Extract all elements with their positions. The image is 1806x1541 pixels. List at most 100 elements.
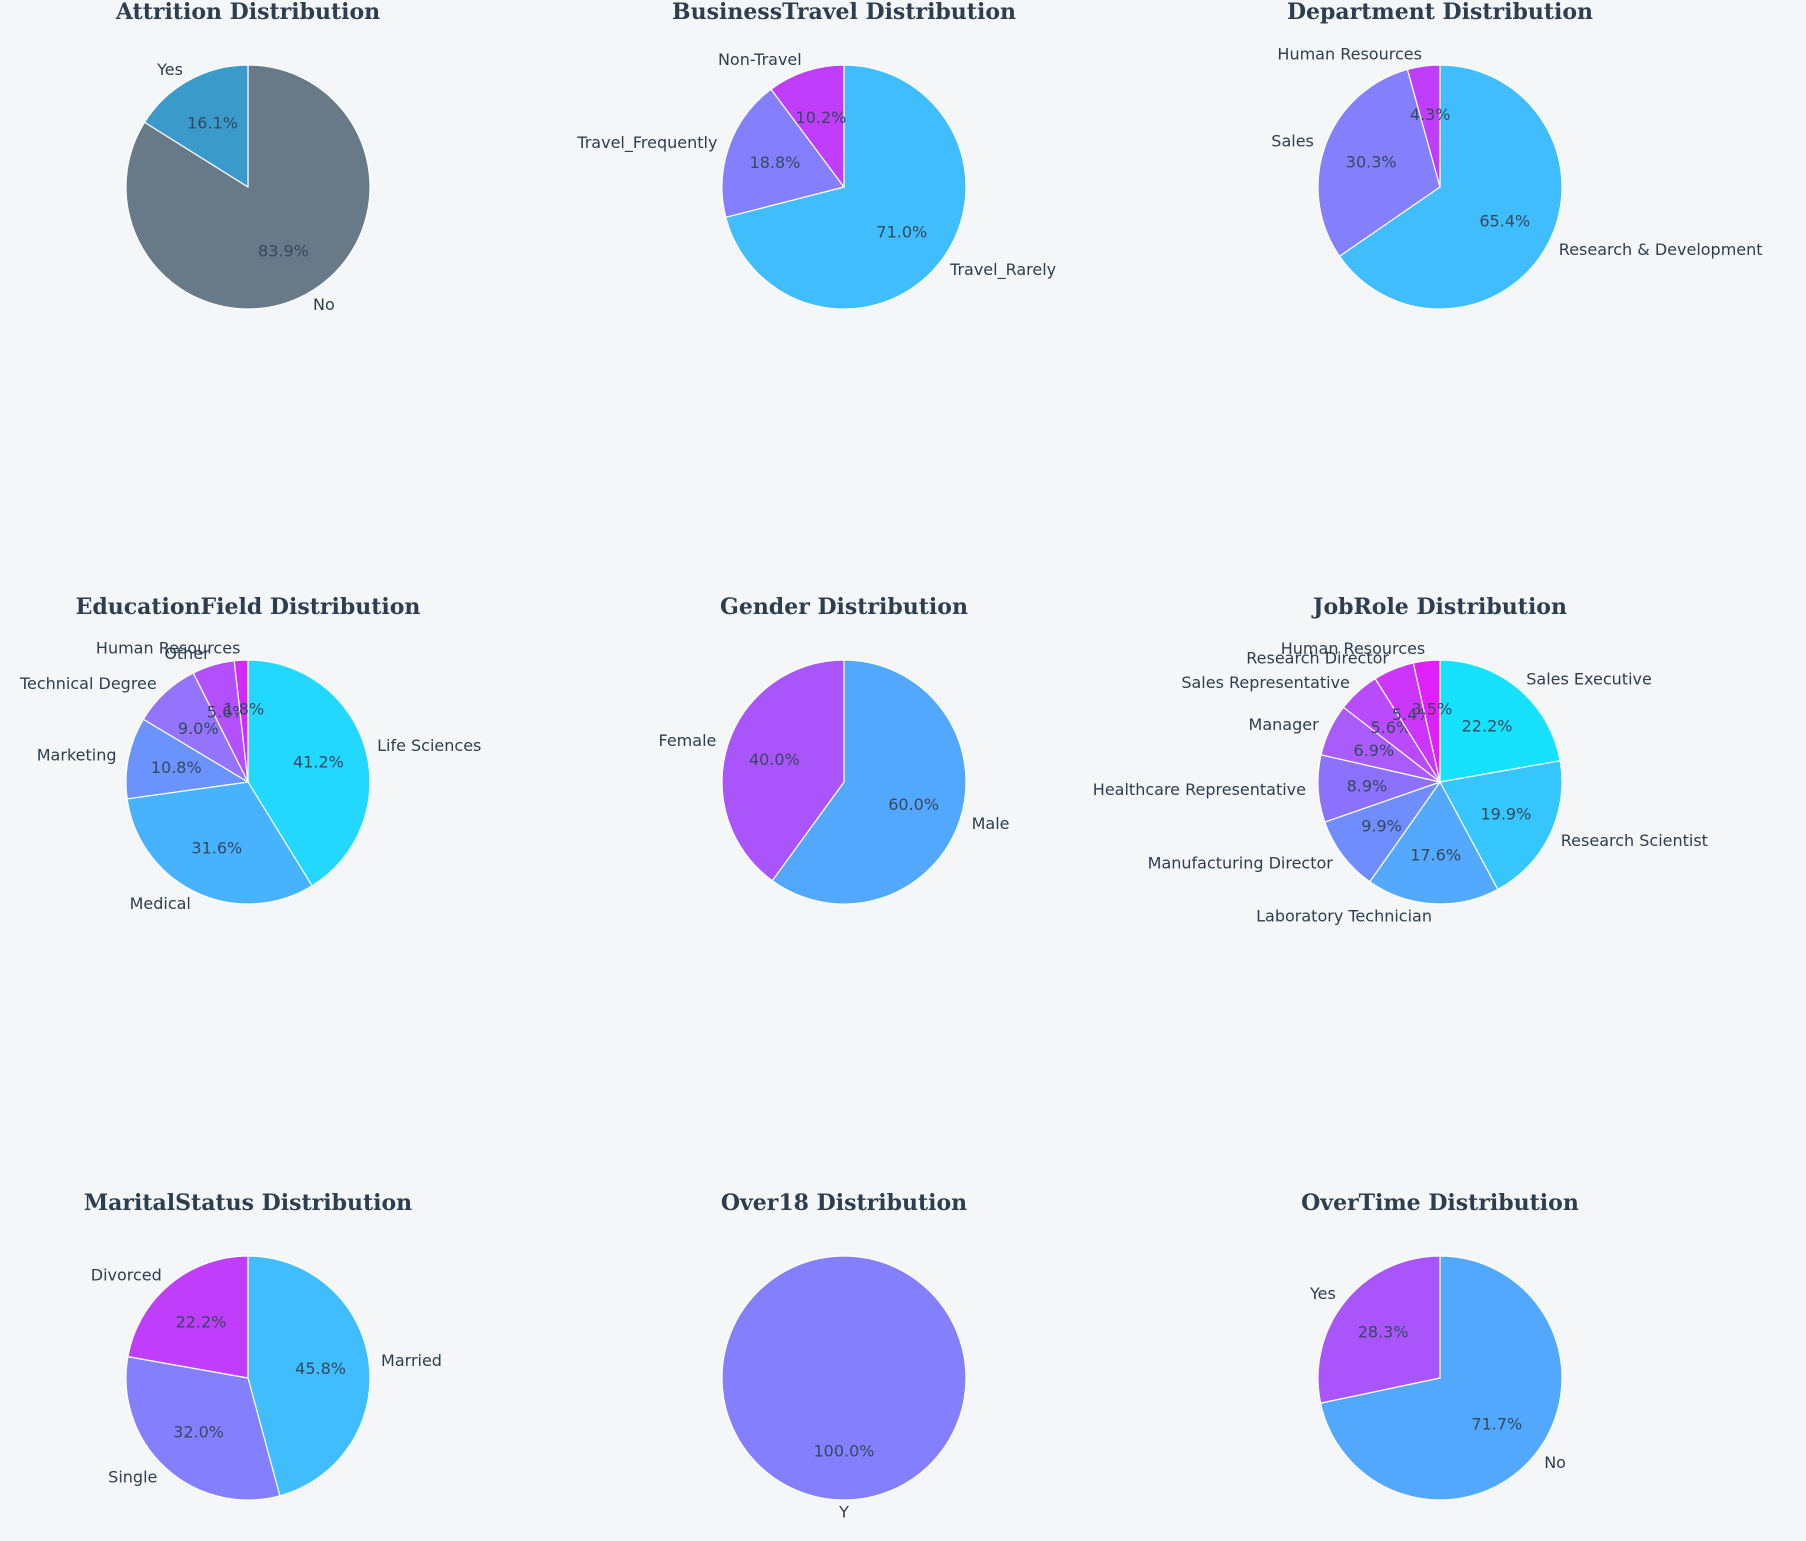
chart-title: BusinessTravel Distribution: [672, 0, 1016, 25]
pie-chart-jobrole: JobRole Distribution Sales Executive 22.2%…: [1093, 594, 1708, 925]
slice-label-manager: Manager: [1249, 715, 1320, 734]
slice-percent-y: 100.0%: [813, 1442, 874, 1461]
slice-percent-marketing: 10.8%: [151, 758, 202, 777]
slice-label-travel-frequently: Travel_Frequently: [576, 133, 717, 153]
slice-percent-laboratory-technician: 17.6%: [1410, 846, 1461, 865]
slice-label-medical: Medical: [130, 894, 191, 913]
slice-percent-medical: 31.6%: [191, 839, 242, 858]
slice-label-female: Female: [659, 731, 717, 750]
pie-slice-medical: [126, 781, 313, 905]
pie-slice-non-travel: [770, 64, 845, 188]
pie-slice-human-resources: [1406, 64, 1441, 188]
chart-title: OverTime Distribution: [1301, 1190, 1579, 1216]
pie-slice-human-resources: [233, 659, 249, 783]
slice-percent-technical-degree: 9.0%: [178, 719, 219, 738]
slice-percent-research-scientist: 19.9%: [1480, 804, 1531, 823]
pie-slice-single: [125, 1356, 281, 1501]
slice-label-human-resources: Human Resources: [96, 639, 241, 658]
slice-percent-human-resources: 4.3%: [1410, 105, 1451, 124]
slice-percent-other: 5.6%: [207, 702, 248, 721]
slice-percent-travel-frequently: 18.8%: [750, 153, 801, 172]
pie-slice-sales-executive: [1439, 659, 1561, 783]
pie-chart-gender: Gender Distribution Male 60.0% Female 40.0%: [659, 594, 1010, 905]
pie-slice-divorced: [127, 1255, 249, 1379]
slice-label-human-resources: Human Resources: [1281, 639, 1426, 658]
slice-percent-sales-representative: 5.6%: [1371, 718, 1412, 737]
pie-slice-research-scientist: [1439, 760, 1563, 891]
slice-percent-male: 60.0%: [888, 795, 939, 814]
slice-label-research-development: Research & Development: [1559, 240, 1763, 259]
pie-slice-yes: [1317, 1255, 1441, 1404]
pie-chart-businesstravel: BusinessTravel Distribution Travel_Rarely…: [576, 0, 1056, 310]
slice-label-research-director: Research Director: [1246, 648, 1389, 667]
pie-slice-travel-rarely: [725, 64, 967, 310]
pie-slice-yes: [143, 64, 249, 188]
slice-label-other: Other: [164, 644, 210, 663]
slice-percent-sales-executive: 22.2%: [1462, 716, 1513, 735]
slice-percent-yes: 28.3%: [1358, 1322, 1409, 1341]
slice-percent-manufacturing-director: 9.9%: [1361, 817, 1402, 836]
slice-label-sales-representative: Sales Representative: [1181, 673, 1350, 692]
pie-chart-department: Department Distribution Research & Develo…: [1271, 0, 1763, 310]
slice-label-yes: Yes: [156, 60, 183, 79]
slice-label-sales: Sales: [1271, 132, 1314, 151]
pie-chart-maritalstatus: MaritalStatus Distribution Married 45.8% Si…: [84, 1190, 442, 1501]
slice-percent-sales: 30.3%: [1346, 152, 1397, 171]
pie-chart-overtime: OverTime Distribution No 71.7% Yes 28.3%: [1301, 1190, 1579, 1501]
chart-title: JobRole Distribution: [1311, 594, 1567, 620]
pie-slice-married: [247, 1255, 371, 1497]
slice-percent-non-travel: 10.2%: [796, 108, 847, 127]
slice-percent-healthcare-representative: 8.9%: [1347, 777, 1388, 796]
slice-percent-single: 32.0%: [173, 1422, 224, 1441]
chart-title: Department Distribution: [1287, 0, 1593, 25]
pie-chart-attrition: Attrition Distribution No 83.9% Yes 16.1%: [115, 0, 380, 314]
slice-percent-research-director: 5.4%: [1392, 705, 1433, 724]
slice-label-technical-degree: Technical Degree: [19, 674, 157, 693]
slice-label-male: Male: [972, 814, 1010, 833]
slice-label-married: Married: [381, 1351, 442, 1370]
chart-title: Over18 Distribution: [721, 1190, 967, 1216]
slice-percent-manager: 6.9%: [1354, 741, 1395, 760]
pie-slice-sales: [1317, 68, 1441, 257]
pie-slice-manufacturing-director: [1324, 781, 1441, 883]
slice-label-manufacturing-director: Manufacturing Director: [1148, 853, 1334, 872]
slice-percent-human-resources: 3.5%: [1412, 700, 1453, 719]
slice-label-travel-rarely: Travel_Rarely: [949, 260, 1056, 280]
slice-percent-life-sciences: 41.2%: [293, 753, 344, 772]
slice-label-non-travel: Non-Travel: [718, 50, 802, 69]
pie-slice-research-development: [1338, 64, 1563, 310]
slice-label-single: Single: [108, 1467, 157, 1486]
pie-slice-marketing: [125, 718, 249, 800]
slice-percent-human-resources: 1.8%: [224, 699, 265, 718]
slice-percent-no: 83.9%: [258, 242, 309, 261]
slice-label-no: No: [313, 295, 335, 314]
slice-label-marketing: Marketing: [37, 746, 117, 765]
chart-title: Attrition Distribution: [115, 0, 380, 25]
slice-percent-married: 45.8%: [295, 1359, 346, 1378]
pie-slice-y: [721, 1255, 967, 1501]
slice-percent-research-development: 65.4%: [1479, 212, 1530, 231]
slice-label-research-scientist: Research Scientist: [1561, 831, 1708, 850]
slice-percent-travel-rarely: 71.0%: [876, 222, 927, 241]
pie-slice-human-resources: [1412, 659, 1441, 783]
slice-percent-yes: 16.1%: [187, 113, 238, 132]
slice-label-life-sciences: Life Sciences: [377, 736, 481, 755]
pie-chart-over18: Over18 Distribution Y 100.0%: [721, 1190, 967, 1522]
pie-slice-male: [771, 659, 967, 905]
chart-title: MaritalStatus Distribution: [84, 1190, 412, 1216]
pie-slice-travel-frequently: [721, 88, 845, 218]
pie-slice-female: [721, 659, 845, 882]
slice-label-human-resources: Human Resources: [1277, 45, 1422, 64]
chart-title: Gender Distribution: [720, 594, 968, 620]
slice-label-divorced: Divorced: [91, 1266, 162, 1285]
slice-percent-no: 71.7%: [1471, 1415, 1522, 1434]
slice-label-no: No: [1544, 1453, 1566, 1472]
pie-slice-no: [1320, 1255, 1563, 1501]
slice-percent-female: 40.0%: [749, 750, 800, 769]
slice-percent-divorced: 22.2%: [176, 1312, 227, 1331]
pie-slice-laboratory-technician: [1369, 781, 1499, 905]
slice-label-laboratory-technician: Laboratory Technician: [1256, 906, 1432, 925]
slice-label-y: Y: [838, 1503, 849, 1522]
chart-title: EducationField Distribution: [76, 594, 421, 620]
